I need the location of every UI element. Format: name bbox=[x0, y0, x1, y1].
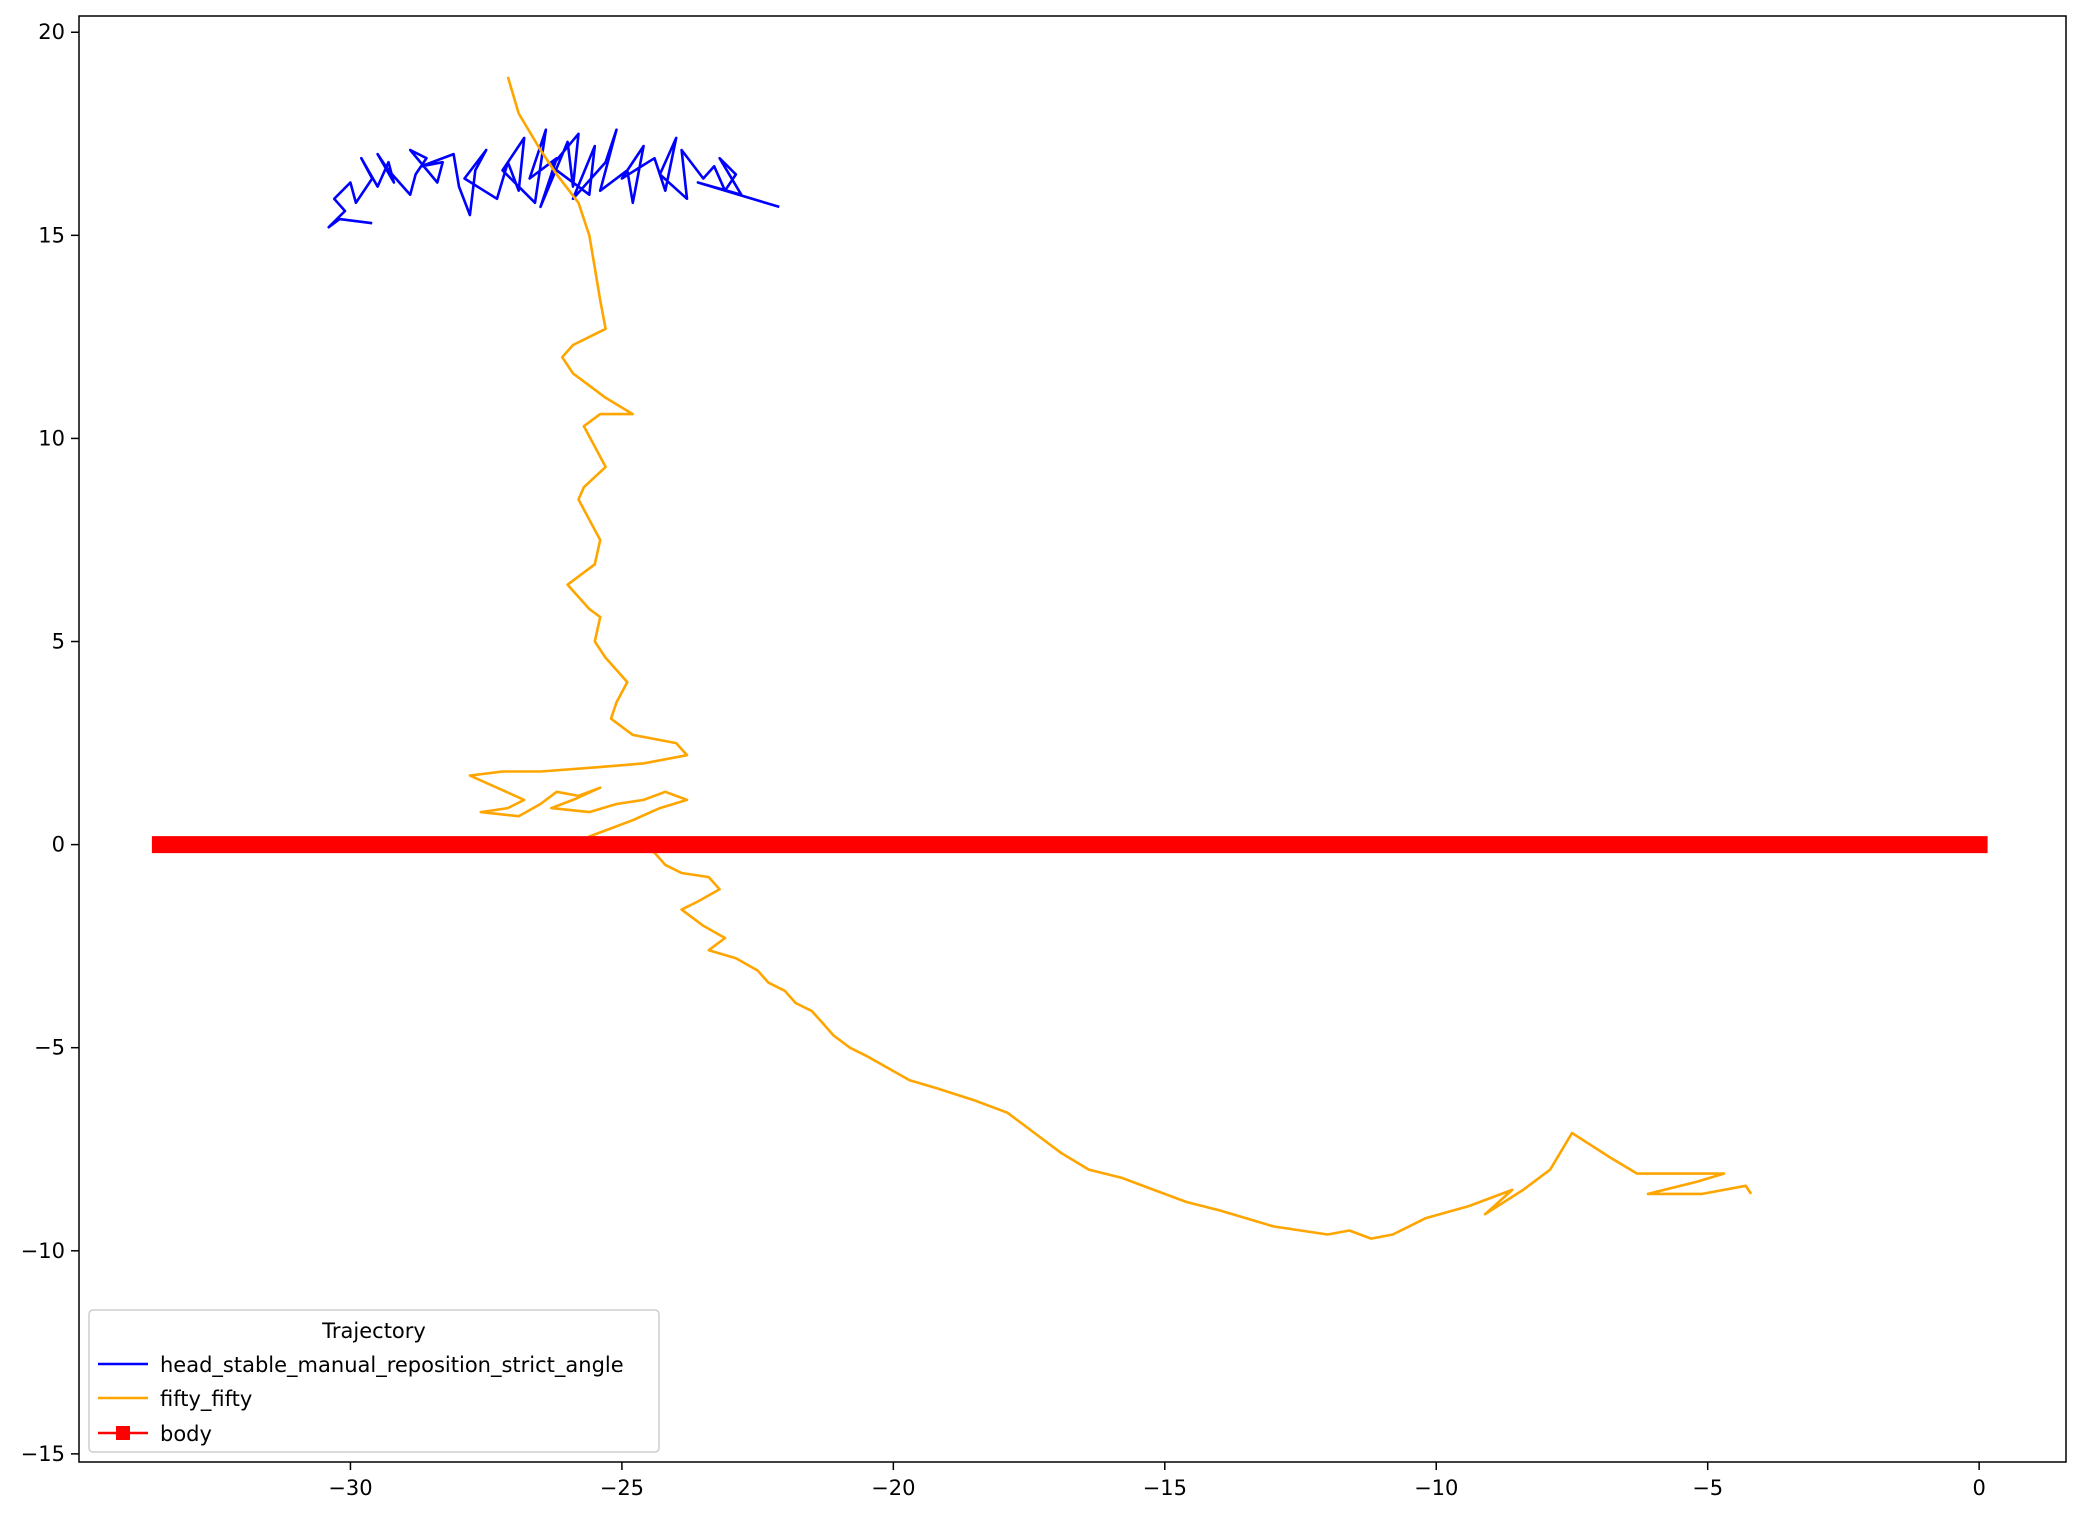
series-line-fifty-fifty bbox=[468, 76, 1753, 1240]
y-tick-label: 0 bbox=[52, 833, 65, 857]
x-tick-label: −15 bbox=[1143, 1476, 1187, 1500]
legend-title: Trajectory bbox=[321, 1319, 426, 1343]
x-tick-label: −20 bbox=[871, 1476, 915, 1500]
x-tick-label: −30 bbox=[328, 1476, 372, 1500]
legend-label-body: body bbox=[160, 1422, 212, 1446]
y-tick-label: 20 bbox=[38, 20, 65, 44]
series-layer bbox=[151, 76, 1988, 1240]
y-tick-label: −10 bbox=[21, 1239, 65, 1263]
legend-marker-body bbox=[116, 1426, 130, 1440]
y-tick-label: 15 bbox=[38, 223, 65, 247]
y-tick-label: −5 bbox=[34, 1036, 65, 1060]
series-line-head-stable-manual-reposition-strict-angle bbox=[327, 128, 780, 229]
y-tick-label: 10 bbox=[38, 426, 65, 450]
x-axis: −30 −25 −20 −15 −10 −5 0 bbox=[328, 1462, 1986, 1500]
x-tick-label: −10 bbox=[1414, 1476, 1458, 1500]
legend: Trajectory head_stable_manual_reposition… bbox=[88, 1309, 660, 1453]
legend-label-head-stable: head_stable_manual_reposition_strict_ang… bbox=[160, 1353, 624, 1378]
x-tick-label: 0 bbox=[1972, 1476, 1985, 1500]
legend-label-fifty-fifty: fifty_fifty bbox=[160, 1387, 252, 1412]
plot-background bbox=[79, 16, 2066, 1462]
x-tick-label: −25 bbox=[600, 1476, 644, 1500]
plot-frame bbox=[78, 15, 2067, 1463]
y-tick-label: 5 bbox=[52, 630, 65, 654]
x-tick-label: −5 bbox=[1692, 1476, 1723, 1500]
y-axis: −15 −10 −5 0 5 10 15 20 bbox=[21, 20, 79, 1466]
legend-box bbox=[88, 1309, 660, 1453]
y-tick-label: −15 bbox=[21, 1442, 65, 1466]
